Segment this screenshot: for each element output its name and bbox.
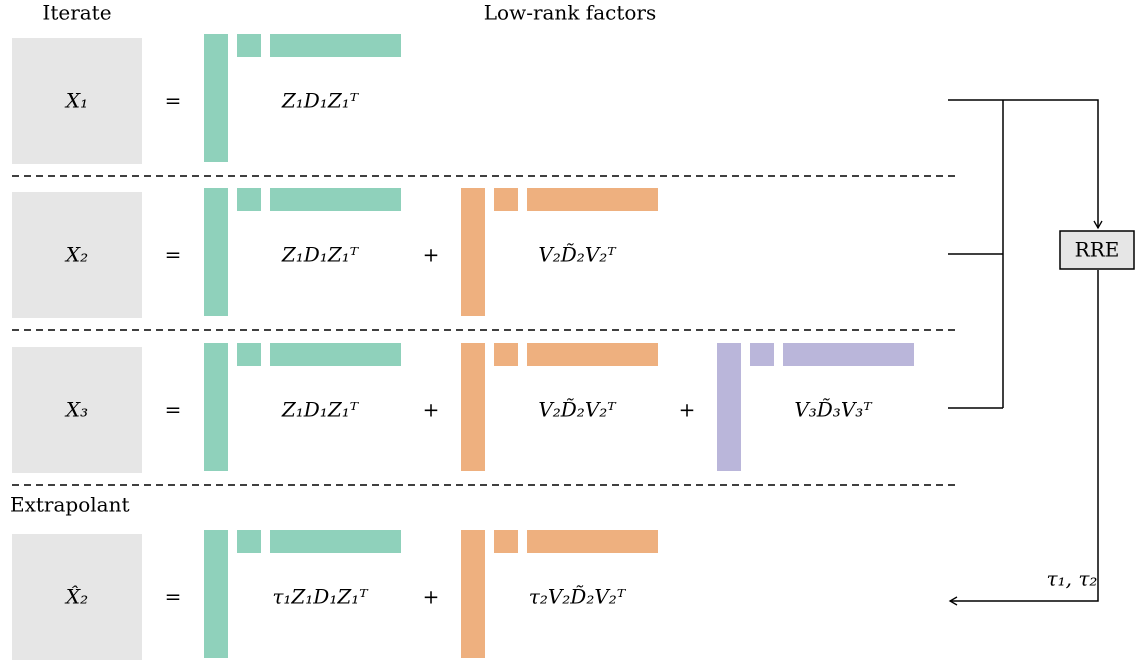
equals: = — [165, 585, 182, 609]
factor-label: Z₁D₁Z₁ᵀ — [281, 243, 360, 267]
factor-row — [270, 343, 401, 366]
factor-column — [461, 343, 485, 471]
factor-diagonal — [750, 343, 774, 366]
factor-diagonal — [494, 343, 518, 366]
iterate-label: X̂₂ — [64, 585, 88, 609]
iterate-box — [12, 38, 142, 164]
factor-column — [204, 34, 228, 162]
factor-row — [270, 34, 401, 57]
factor-label: Z₁D₁Z₁ᵀ — [281, 89, 360, 113]
factor-column — [717, 343, 741, 471]
factor-row — [527, 188, 658, 211]
factor-column — [461, 188, 485, 316]
factor-label: V₂D̃₂V₂ᵀ — [538, 243, 617, 267]
rre-output: τ₁, τ₂ — [1047, 567, 1098, 591]
header-iterate: Iterate — [42, 1, 111, 25]
factor-label: τ₁Z₁D₁Z₁ᵀ — [272, 585, 369, 609]
factor-column — [204, 343, 228, 471]
factor-label: Z₁D₁Z₁ᵀ — [281, 398, 360, 422]
header-extrapolant: Extrapolant — [10, 493, 129, 517]
plus: + — [423, 585, 440, 609]
rre-label: RRE — [1075, 238, 1120, 262]
factor-diagonal — [494, 530, 518, 553]
plus: + — [679, 398, 696, 422]
equals: = — [165, 89, 182, 113]
equals: = — [165, 243, 182, 267]
iterate-label: X₃ — [64, 398, 88, 422]
factor-label: V₂D̃₂V₂ᵀ — [538, 398, 617, 422]
rows: X₁ = Z₁D₁Z₁ᵀ X₂ = Z₁D₁Z₁ᵀ V₂D̃₂V₂ᵀ + X₃ = Z₁D₁Z₁ᵀ V… — [12, 34, 914, 660]
rre-box — [1059, 230, 1135, 270]
factor-column — [204, 530, 228, 658]
separators — [12, 175, 960, 486]
factor-diagonal — [237, 530, 261, 553]
factor-label: τ₂V₂D̃₂V₂ᵀ — [529, 585, 627, 609]
iterate-label: X₁ — [64, 89, 88, 113]
factor-label: V₃D̃₃V₃ᵀ — [794, 398, 873, 422]
factor-row — [270, 188, 401, 211]
plus: + — [423, 398, 440, 422]
factor-diagonal — [237, 343, 261, 366]
factor-row — [527, 530, 658, 553]
connectors — [948, 99, 1103, 606]
factor-diagonal — [494, 188, 518, 211]
iterate-box — [12, 347, 142, 473]
iterate-label: X₂ — [64, 243, 88, 267]
factor-column — [204, 188, 228, 316]
factor-row — [270, 530, 401, 553]
header-factors: Low-rank factors — [484, 1, 656, 25]
plus: + — [423, 243, 440, 267]
iterate-box — [12, 192, 142, 318]
factor-row — [783, 343, 914, 366]
iterate-box — [12, 534, 142, 660]
factor-diagonal — [237, 188, 261, 211]
factor-row — [527, 343, 658, 366]
factor-column — [461, 530, 485, 658]
factor-diagonal — [237, 34, 261, 57]
equals: = — [165, 398, 182, 422]
